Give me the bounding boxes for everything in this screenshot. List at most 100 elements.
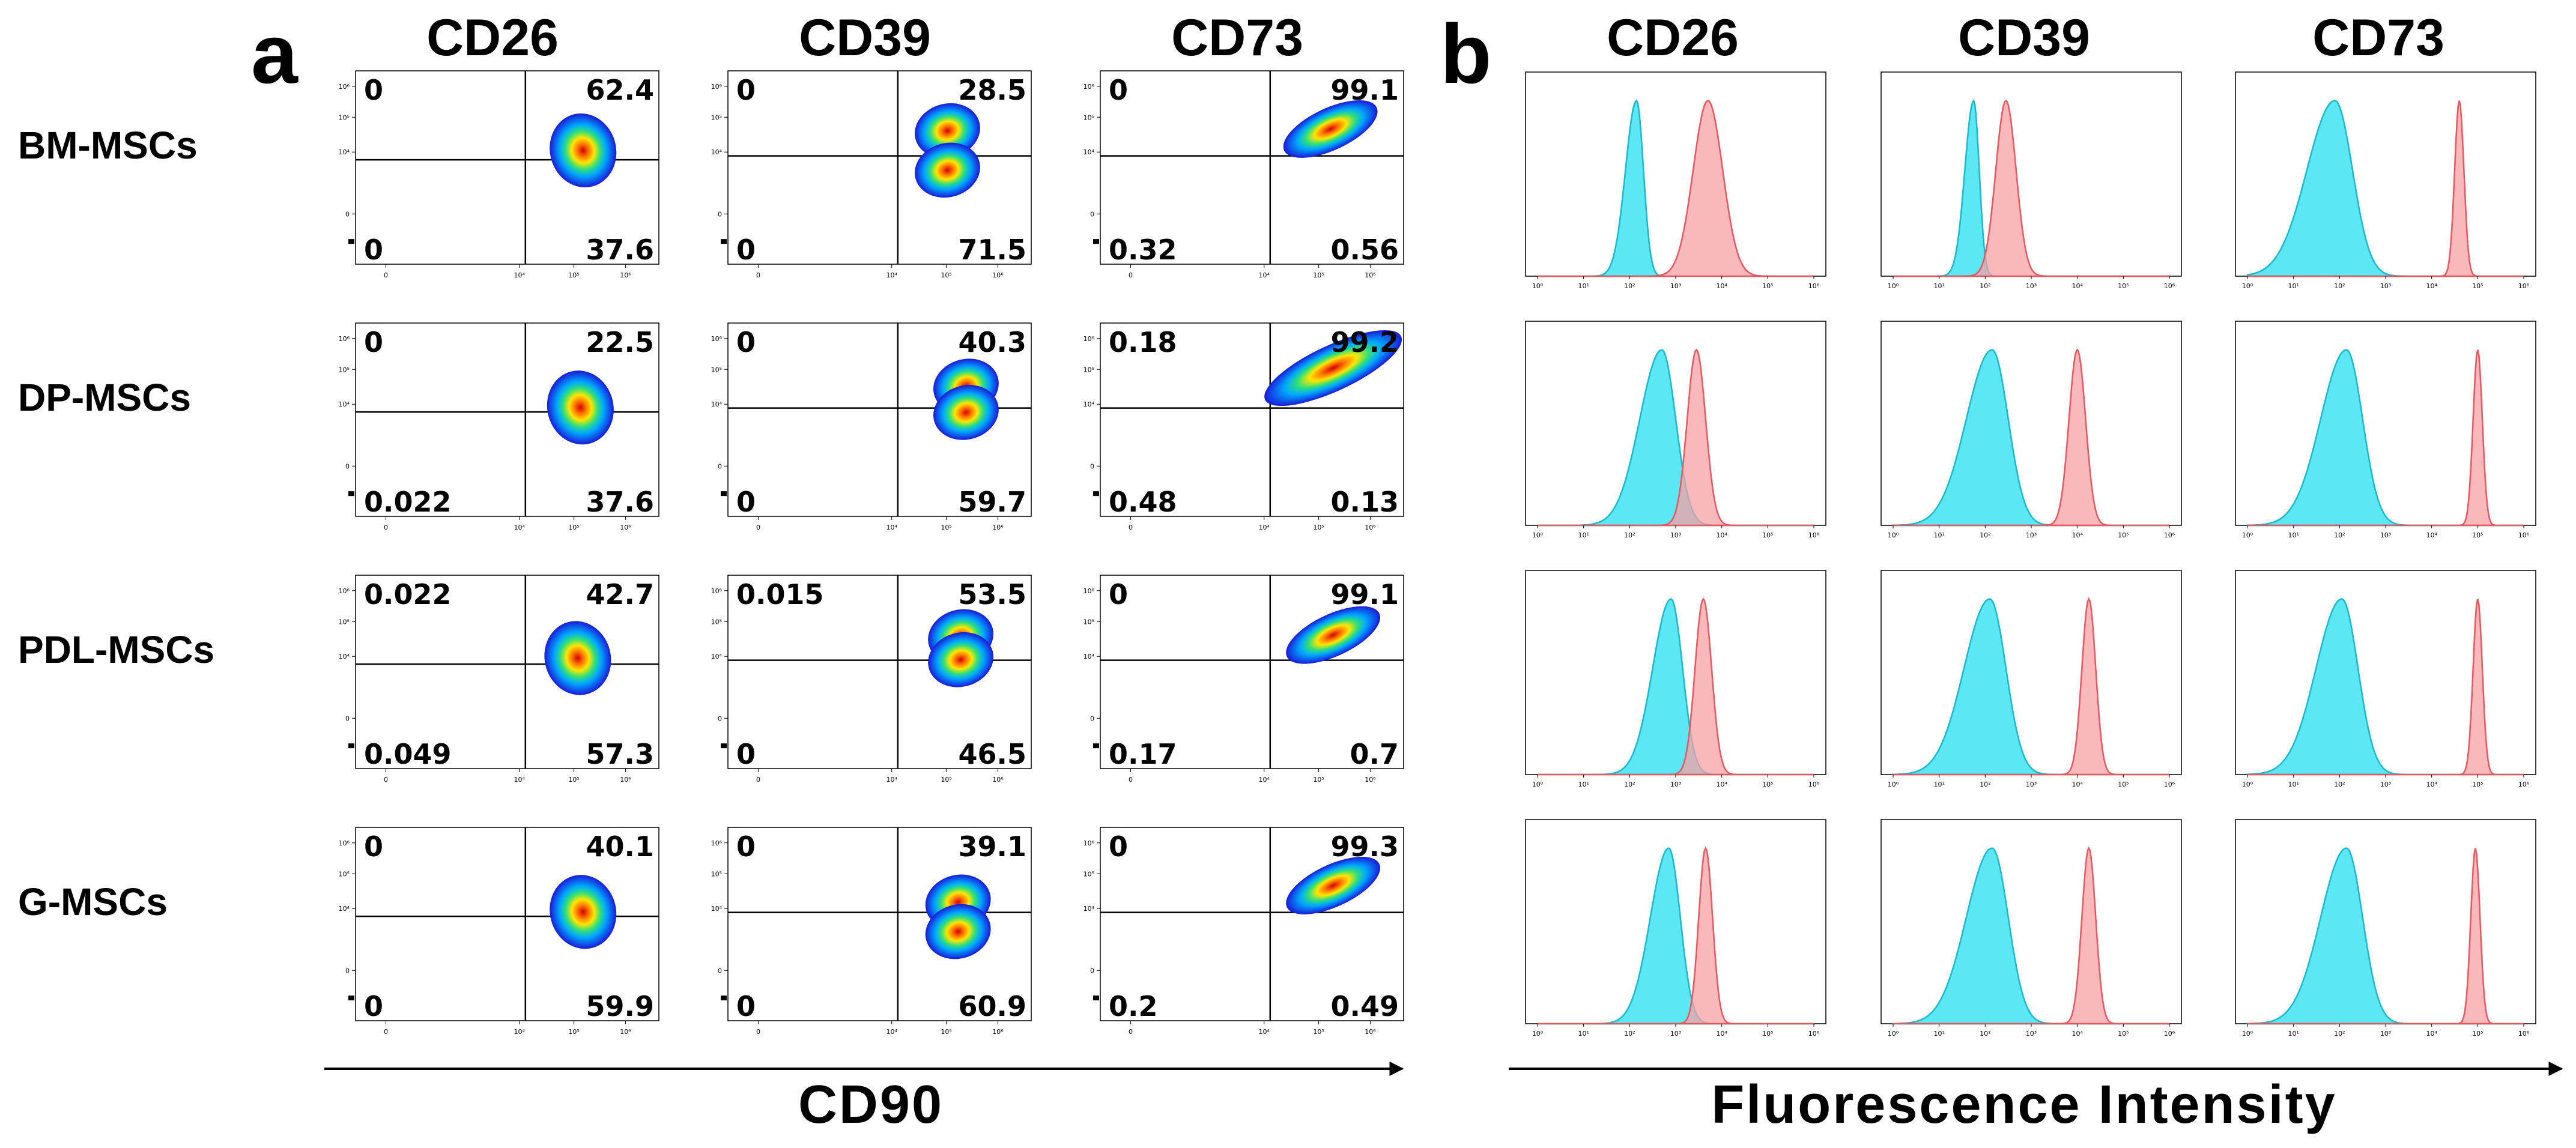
y-tick-label: 10⁵ <box>1083 618 1094 626</box>
x-tick-label: 10⁰ <box>1888 282 1899 290</box>
quadrant-top-right-value: 62.4 <box>586 74 655 106</box>
y-tick-label: 10⁶ <box>1083 587 1095 595</box>
plot-frame <box>2235 570 2536 775</box>
x-tick-label: 10⁴ <box>886 524 897 531</box>
x-tick-label: 10¹ <box>1933 282 1944 290</box>
x-tick-label: 10⁴ <box>886 1028 897 1036</box>
x-tick-label: 10² <box>1980 282 1990 290</box>
density-plot-pdl-mscs-cd26: 0.022 42.7 0.049 57.3 0 10⁴ 10⁵ 10⁶ 10⁶ 10⁵ 10⁴ 0 <box>339 575 659 784</box>
x-tick-label: 10⁴ <box>2426 1030 2437 1038</box>
x-tick-label: 10⁰ <box>1532 531 1544 539</box>
y-tick-label: 0 <box>345 462 350 470</box>
x-tick-label: 0 <box>756 1028 760 1036</box>
quadrant-top-right-value: 99.1 <box>1331 74 1399 106</box>
x-tick-label: 10⁶ <box>992 776 1004 784</box>
x-tick-label: 10⁴ <box>2426 531 2437 539</box>
x-tick-label: 10⁶ <box>1365 776 1376 784</box>
x-tick-label: 10⁴ <box>886 776 897 784</box>
quadrant-top-left-value: 0 <box>1109 578 1128 611</box>
x-tick-label: 10⁵ <box>2118 1030 2129 1038</box>
quadrant-top-right-value: 53.5 <box>959 578 1027 611</box>
y-tick-label: 10⁵ <box>1083 113 1094 121</box>
panel-a-col-title-cd39: CD39 <box>799 9 931 67</box>
y-tick-label: 10⁴ <box>339 400 350 408</box>
y-tick-label: 0 <box>345 714 350 722</box>
quadrant-bottom-left-value: 0.17 <box>1109 738 1177 770</box>
histogram-dp-mscs-cd26: 10⁰ 10¹ 10² 10³ 10⁴ 10⁵ 10⁶ <box>1525 321 1826 539</box>
quadrant-top-right-value: 99.1 <box>1331 578 1399 611</box>
x-tick-label: 10⁶ <box>620 524 631 531</box>
quadrant-bottom-left-value: 0 <box>736 990 756 1023</box>
quadrant-top-left-value: 0 <box>1109 830 1128 863</box>
x-tick-label: 0 <box>384 271 388 279</box>
y-tick-label: 10⁴ <box>1083 400 1095 408</box>
x-tick-label: 10⁴ <box>514 524 525 531</box>
x-tick-label: 10³ <box>2026 1030 2037 1038</box>
quadrant-bottom-left-value: 0.48 <box>1109 486 1177 518</box>
y-tick-label: 10⁴ <box>339 148 350 156</box>
x-tick-label: 10² <box>1624 282 1635 290</box>
plot-frame <box>1100 575 1404 769</box>
x-tick-label: 10⁶ <box>2164 282 2175 290</box>
x-tick-label: 10⁵ <box>1762 781 1773 788</box>
x-tick-label: 10⁴ <box>2071 282 2083 290</box>
row-label-g-mscs: G-MSCs <box>18 880 168 923</box>
y-axis-zero-marker <box>1093 239 1099 244</box>
x-tick-label: 10⁴ <box>1258 776 1270 784</box>
density-plot-g-mscs-cd39: 0 39.1 0 60.9 0 10⁴ 10⁵ 10⁶ 10⁶ 10⁵ 10⁴ 0 <box>711 827 1032 1036</box>
x-tick-label: 10² <box>1980 531 1990 539</box>
histogram-pdl-mscs-cd73: 10⁰ 10¹ 10² 10³ 10⁴ 10⁵ 10⁶ <box>2235 570 2536 788</box>
x-tick-label: 10⁶ <box>1808 1030 1820 1038</box>
quadrant-bottom-right-value: 0.49 <box>1331 990 1399 1023</box>
x-tick-label: 10⁵ <box>941 271 951 279</box>
density-plot-dp-mscs-cd26: 0 22.5 0.022 37.6 0 10⁴ 10⁵ 10⁶ 10⁶ 10⁵ 10⁴ 0 <box>339 322 659 531</box>
x-tick-label: 10⁰ <box>2242 781 2253 788</box>
histogram-g-mscs-cd39: 10⁰ 10¹ 10² 10³ 10⁴ 10⁵ 10⁶ <box>1880 819 2182 1038</box>
quadrant-top-left-value: 0 <box>736 74 756 106</box>
y-tick-label: 10⁴ <box>711 400 723 408</box>
density-plot-dp-mscs-cd73: 0.18 99.2 0.48 0.13 0 10⁴ 10⁵ 10⁶ 10⁶ 10⁵ 10⁴ 0 <box>1083 322 1404 531</box>
x-tick-label: 10¹ <box>1933 781 1944 788</box>
density-plot-bm-mscs-cd26: 0 62.4 0 37.6 0 10⁴ 10⁵ 10⁶ 10⁶ 10⁵ 10⁴ 0 <box>339 70 659 279</box>
y-axis-zero-marker <box>1093 491 1099 497</box>
quadrant-top-left-value: 0 <box>736 830 756 863</box>
plot-frame <box>1525 71 1826 277</box>
x-tick-label: 10⁴ <box>2071 781 2083 788</box>
x-tick-label: 10⁵ <box>2472 531 2483 539</box>
y-tick-label: 10⁵ <box>339 366 350 373</box>
x-tick-label: 10⁰ <box>1532 282 1544 290</box>
density-plot-g-mscs-cd26: 0 40.1 0 59.9 0 10⁴ 10⁵ 10⁶ 10⁶ 10⁵ 10⁴ 0 <box>339 827 659 1036</box>
y-tick-label: 0 <box>345 210 350 218</box>
x-tick-label: 10⁴ <box>1716 781 1727 788</box>
x-tick-label: 10¹ <box>2288 282 2299 290</box>
x-tick-label: 10² <box>2334 531 2345 539</box>
histogram-dp-mscs-cd39: 10⁰ 10¹ 10² 10³ 10⁴ 10⁵ 10⁶ <box>1880 321 2182 539</box>
y-tick-label: 10⁶ <box>1083 335 1095 343</box>
y-axis-zero-marker <box>348 491 354 497</box>
y-tick-label: 10⁵ <box>339 618 350 626</box>
x-tick-label: 10⁰ <box>1888 531 1899 539</box>
histogram-pdl-mscs-cd39: 10⁰ 10¹ 10² 10³ 10⁴ 10⁵ 10⁶ <box>1880 570 2182 788</box>
x-tick-label: 10¹ <box>1578 781 1589 788</box>
x-tick-label: 10⁶ <box>2518 1030 2530 1038</box>
y-tick-label: 10⁶ <box>1083 83 1095 91</box>
x-tick-label: 10⁴ <box>1258 524 1270 531</box>
x-tick-label: 10⁶ <box>2164 1030 2175 1038</box>
row-label-dp-mscs: DP-MSCs <box>18 376 192 419</box>
x-tick-label: 10³ <box>2380 781 2391 788</box>
x-tick-label: 10⁵ <box>2472 781 2483 788</box>
x-tick-label: 10⁶ <box>2518 531 2530 539</box>
cell-population <box>1283 100 1378 158</box>
y-axis-zero-marker <box>348 239 354 244</box>
cell-population <box>1286 856 1381 914</box>
quadrant-bottom-left-value: 0.32 <box>1109 234 1177 266</box>
quadrant-bottom-right-value: 60.9 <box>959 990 1027 1023</box>
x-tick-label: 10⁶ <box>2164 531 2175 539</box>
x-tick-label: 10⁰ <box>1888 781 1899 788</box>
plot-frame <box>1880 819 2182 1024</box>
y-axis-zero-marker <box>721 239 727 244</box>
y-axis-zero-marker <box>721 491 727 497</box>
x-tick-label: 10³ <box>2380 282 2391 290</box>
y-axis-zero-marker <box>348 995 354 1001</box>
